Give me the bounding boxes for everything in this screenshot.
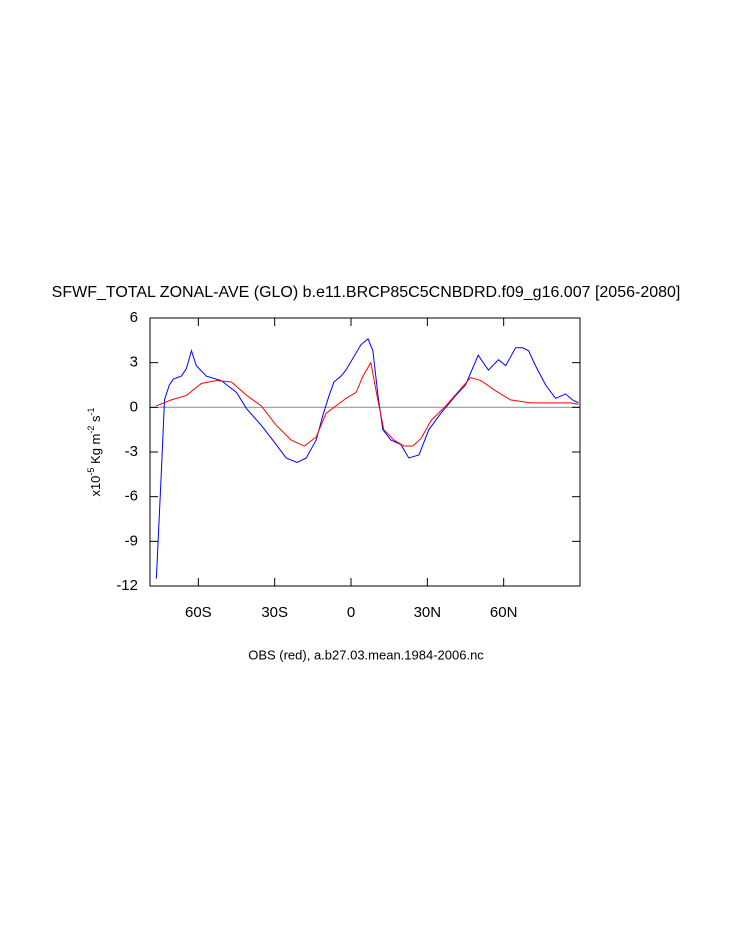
y-tick-label: 0 — [130, 398, 138, 415]
data-line — [155, 338, 579, 579]
x-tick-label: 60S — [185, 604, 212, 621]
y-tick-label: -9 — [125, 532, 138, 549]
x-tick-label: 60N — [490, 604, 518, 621]
y-axis-label-part: x10 — [88, 476, 103, 497]
y-tick-label: -12 — [116, 577, 138, 594]
caption: OBS (red), a.b27.03.mean.1984-2006.nc — [248, 647, 484, 662]
y-tick-label: -3 — [125, 443, 138, 460]
x-tick-label: 30N — [414, 604, 442, 621]
y-axis-label: x10-5 Kg m-2 s-1 — [86, 407, 103, 496]
chart-title: SFWF_TOTAL ZONAL-AVE (GLO) b.e11.BRCP85C… — [52, 284, 681, 301]
plot-frame — [149, 317, 581, 587]
y-axis-label-part: -1 — [86, 407, 96, 415]
data-line — [156, 361, 579, 447]
x-tick-label: 0 — [347, 604, 355, 621]
y-axis-label-part: -2 — [86, 426, 96, 434]
y-tick-label: -6 — [125, 488, 138, 505]
y-axis-label-part: -5 — [86, 468, 96, 476]
y-axis-label-part: Kg m — [88, 434, 103, 468]
y-tick-label: 3 — [130, 354, 138, 371]
y-axis-label-part: s — [88, 415, 103, 426]
y-tick-label: 6 — [130, 309, 138, 326]
x-tick-label: 30S — [261, 604, 288, 621]
